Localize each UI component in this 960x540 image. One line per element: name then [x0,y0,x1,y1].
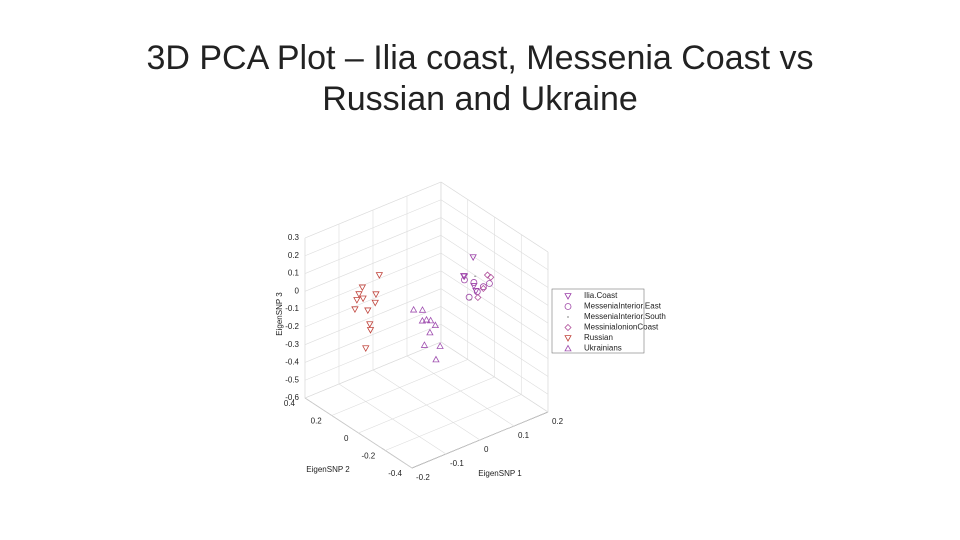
point [375,272,384,279]
point [483,271,492,279]
legend-label: Russian [584,333,613,342]
x-tick-label: 0 [484,445,489,454]
slide-title: 3D PCA Plot – Ilia coast, Messenia Coast… [146,39,814,118]
x-axis-label: EigenSNP 1 [478,469,522,478]
legend-marker [564,293,572,300]
point [372,291,380,299]
legend-marker [564,335,572,342]
z-tick-label: 0.3 [288,233,300,242]
point [460,273,469,281]
point [426,316,435,324]
grid-line [372,369,481,441]
point [479,283,487,291]
point [487,273,495,281]
z-tick-label: -0.4 [285,358,299,367]
y-tick-label: 0.2 [311,417,323,426]
point [418,316,427,324]
z-axis-label: EigenSNP 3 [275,292,284,336]
point [426,328,434,336]
point [486,280,493,287]
point [473,288,481,296]
legend-label: MesseniaInterior.East [584,302,662,311]
x-tick-label: -0.1 [450,459,464,468]
point [479,284,487,293]
point [366,327,375,334]
point [409,305,418,313]
point [355,291,363,298]
z-tick-label: -0.3 [285,340,299,349]
legend-marker [564,344,572,352]
z-tick-label: 0.2 [288,251,300,260]
point [470,279,478,286]
point [362,345,370,352]
legend-marker [564,323,572,332]
x-tick-label: 0.1 [518,431,530,440]
z-tick-label: -0.6 [285,393,299,402]
z-tick-label: -0.5 [285,375,299,384]
point [469,254,477,261]
grid-line [406,355,515,427]
z-tick-label: 0 [295,286,300,295]
point [431,321,440,329]
point [470,283,478,290]
y-tick-label: 0.4 [284,399,296,408]
point [353,297,361,304]
point [359,295,367,303]
grid-line [304,397,413,469]
legend-marker [564,303,572,310]
point [351,306,359,314]
y-axis-label: EigenSNP 2 [306,465,350,474]
x-tick-label: 0.2 [552,417,564,426]
y-tick-label: -0.2 [361,452,375,461]
legend-label: Ilia.Coast [584,291,618,300]
point [465,293,473,301]
z-tick-label: -0.2 [285,322,299,331]
point [436,342,444,349]
x-tick-label: -0.2 [416,473,430,482]
point [420,341,429,348]
legend-label: MessiniaIonionCoast [584,323,659,332]
point [366,321,374,328]
point [422,315,431,323]
point [371,299,379,307]
point [418,306,427,313]
point [474,293,482,302]
point [432,355,440,363]
point [364,307,372,315]
legend-label: MesseniaInterior.South [584,312,666,321]
z-tick-label: -0.1 [285,304,299,313]
point [461,276,468,284]
y-tick-label: 0 [344,434,349,443]
legend-label: Ukrainians [584,344,622,353]
point [459,273,468,280]
y-tick-label: -0.4 [388,469,402,478]
grid-line [440,341,549,413]
grid-line [338,383,447,455]
z-tick-label: 0.1 [288,269,300,278]
point [358,284,367,292]
legend-box [551,288,645,354]
